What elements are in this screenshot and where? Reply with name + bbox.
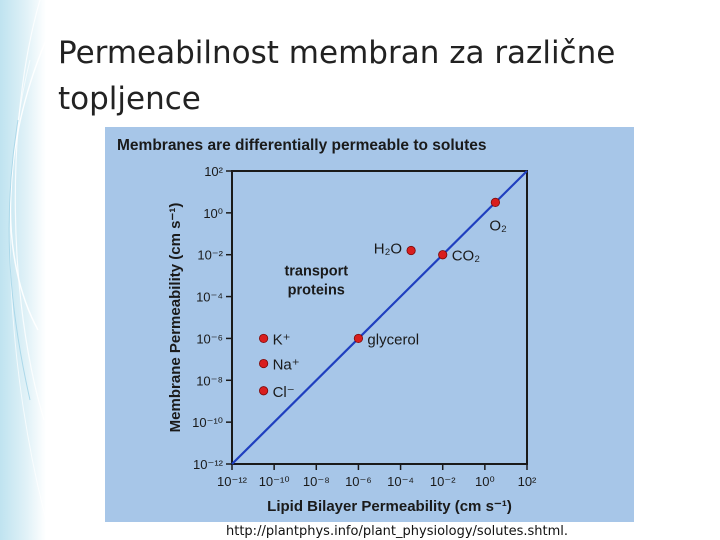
x-tick-label: 10² bbox=[518, 474, 537, 489]
permeability-chart: Membranes are differentially permeable t… bbox=[117, 137, 537, 515]
decorative-swirl-lines bbox=[8, 0, 46, 521]
y-tick-label: 10⁻¹⁰ bbox=[192, 415, 223, 430]
y-tick-label: 10⁻⁶ bbox=[196, 331, 223, 346]
data-point bbox=[259, 386, 269, 396]
y-tick-label: 10⁻⁴ bbox=[196, 290, 223, 305]
y-axis-ticks: 10² 10⁰ 10⁻² 10⁻⁴ 10⁻⁶ 10⁻⁸ 10⁻¹⁰ 10⁻¹² bbox=[192, 164, 232, 472]
source-url: http://plantphys.info/plant_physiology/s… bbox=[226, 524, 569, 539]
y-tick-label: 10² bbox=[204, 164, 223, 179]
x-tick-label: 10⁻⁴ bbox=[387, 474, 414, 489]
data-point-label: O₂ bbox=[489, 217, 507, 234]
x-axis-label: Lipid Bilayer Permeability (cm s⁻¹) bbox=[267, 498, 512, 515]
diagonal-reference-line bbox=[231, 170, 528, 465]
data-point-label: CO₂ bbox=[452, 248, 481, 265]
y-tick-label: 10⁻¹² bbox=[193, 457, 224, 472]
data-point bbox=[438, 250, 448, 260]
chart-title: Membranes are differentially permeable t… bbox=[117, 137, 487, 154]
x-tick-label: 10⁻⁶ bbox=[345, 474, 372, 489]
y-tick-label: 10⁻² bbox=[197, 248, 223, 263]
data-point bbox=[259, 333, 269, 344]
x-tick-label: 10⁻² bbox=[430, 474, 456, 489]
data-point bbox=[490, 197, 500, 207]
slide-title: Permeabilnost membran za različne toplje… bbox=[58, 35, 616, 117]
x-tick-label: 10⁰ bbox=[475, 474, 495, 489]
x-tick-label: 10⁻⁸ bbox=[303, 474, 330, 489]
x-tick-label: 10⁻¹² bbox=[217, 474, 248, 489]
plot-area bbox=[231, 170, 528, 465]
x-axis-ticks: 10⁻¹² 10⁻¹⁰ 10⁻⁸ 10⁻⁶ 10⁻⁴ 10⁻² 10⁰ 10² bbox=[217, 464, 537, 489]
slide-left-decoration bbox=[0, 0, 46, 540]
data-point-label: Na⁺ bbox=[273, 357, 300, 374]
data-point bbox=[259, 358, 269, 369]
annotation-label: transport bbox=[284, 264, 348, 280]
y-tick-label: 10⁻⁸ bbox=[196, 373, 223, 388]
chart-panel: Membranes are differentially permeable t… bbox=[105, 127, 634, 522]
data-point-label: H₂O bbox=[374, 241, 402, 258]
data-point-label: glycerol bbox=[367, 331, 419, 348]
data-points: O₂ H₂O CO₂ glycerol K⁺ Na⁺ Cl⁻ bbox=[259, 197, 507, 401]
data-point bbox=[406, 245, 416, 256]
annotation-label: proteins bbox=[288, 282, 345, 298]
data-point-label: K⁺ bbox=[273, 331, 291, 348]
chart-annotations: transport proteins bbox=[284, 264, 348, 299]
y-axis-label: Membrane Permeability (cm s⁻¹) bbox=[167, 203, 184, 433]
y-tick-label: 10⁰ bbox=[203, 206, 223, 221]
data-point-label: Cl⁻ bbox=[273, 384, 295, 401]
data-point bbox=[353, 333, 364, 344]
x-tick-label: 10⁻¹⁰ bbox=[259, 474, 290, 489]
